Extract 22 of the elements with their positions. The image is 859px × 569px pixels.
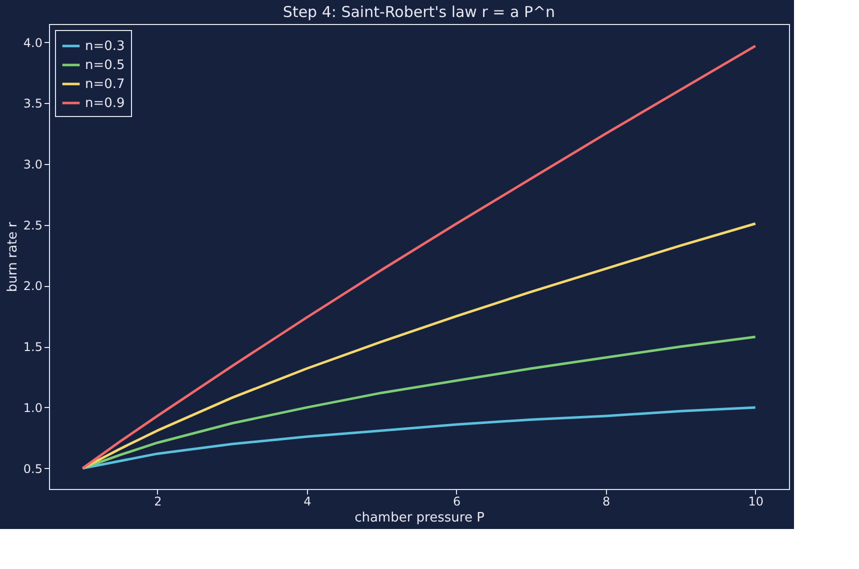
legend-label: n=0.7	[85, 77, 125, 92]
x-tick-label: 4	[304, 494, 312, 508]
legend-label: n=0.3	[85, 39, 125, 54]
x-tick-label: 10	[748, 494, 764, 508]
y-tick-label: 3.5	[23, 96, 42, 111]
x-tick-label: 6	[453, 494, 461, 508]
y-tick-label: 2.5	[23, 218, 42, 232]
y-axis-title: burn rate r	[5, 221, 20, 292]
x-tick-label: 8	[602, 494, 610, 508]
y-tick-label: 2.0	[23, 279, 42, 294]
legend-label: n=0.5	[85, 58, 125, 73]
y-tick-label: 1.5	[23, 340, 42, 354]
y-tick-label: 0.5	[23, 462, 42, 476]
legend-label: n=0.9	[85, 96, 125, 111]
y-tick-label: 3.0	[23, 157, 42, 172]
line-series	[81, 222, 757, 470]
x-tick-label: 2	[154, 494, 162, 508]
y-tick-label: 1.0	[23, 400, 42, 415]
line-series	[81, 406, 757, 470]
y-tick-label: 4.0	[23, 36, 42, 50]
chart-title: Step 4: Saint-Robert's law r = a P^n	[282, 3, 556, 21]
x-axis-title: chamber pressure P	[354, 510, 485, 526]
